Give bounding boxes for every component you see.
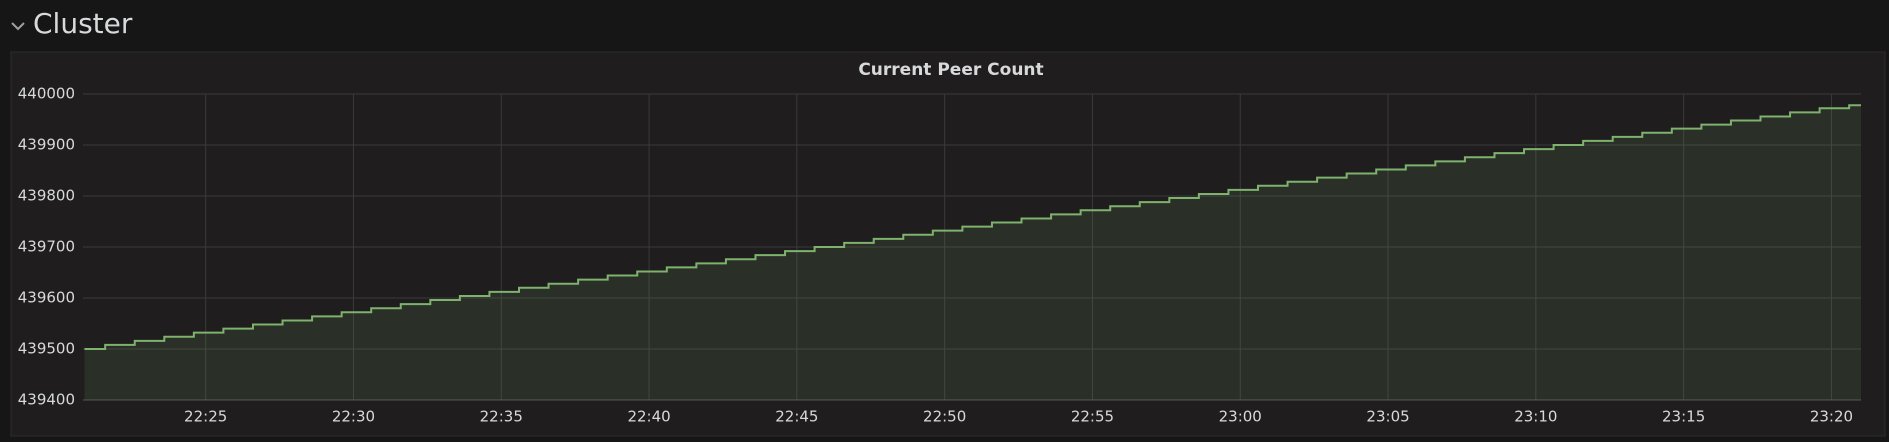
- collapse-chevron[interactable]: [11, 22, 25, 31]
- y-tick-label: 439900: [18, 136, 75, 154]
- y-tick-label: 439700: [18, 238, 75, 256]
- x-tick-label: 23:05: [1366, 408, 1409, 426]
- y-tick-label: 439500: [18, 340, 75, 358]
- panel: [10, 51, 1886, 437]
- x-tick-label: 22:40: [627, 408, 670, 426]
- y-tick-label: 439600: [18, 289, 75, 307]
- x-tick-label: 23:10: [1514, 408, 1557, 426]
- x-tick-label: 22:50: [923, 408, 966, 426]
- x-tick-label: 22:55: [1071, 408, 1114, 426]
- x-tick-label: 22:30: [332, 408, 375, 426]
- x-tick-label: 23:00: [1219, 408, 1262, 426]
- x-tick-label: 22:35: [480, 408, 523, 426]
- x-tick-label: 22:45: [775, 408, 818, 426]
- row-title[interactable]: Cluster: [33, 7, 133, 40]
- area: [84, 105, 1861, 400]
- y-tick-label: 440000: [18, 85, 75, 103]
- x-tick-label: 23:20: [1810, 408, 1853, 426]
- y-tick-label: 439800: [18, 187, 75, 205]
- y-tick-label: 439400: [18, 391, 75, 409]
- x-tick-label: 22:25: [184, 408, 227, 426]
- panel-title[interactable]: Current Peer Count: [858, 60, 1043, 80]
- x-tick-label: 23:15: [1662, 408, 1705, 426]
- line: [84, 104, 1861, 350]
